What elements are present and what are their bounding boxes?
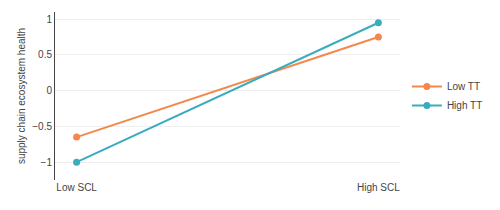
svg-text:−0.5: −0.5 (32, 121, 52, 132)
svg-text:0.5: 0.5 (38, 49, 52, 60)
svg-text:High TT: High TT (447, 100, 482, 111)
svg-text:Low SCL: Low SCL (56, 182, 97, 193)
svg-text:−1: −1 (41, 157, 53, 168)
svg-text:1: 1 (46, 14, 52, 25)
svg-text:supply chain ecosystem health: supply chain ecosystem health (16, 28, 27, 164)
svg-text:Low TT: Low TT (447, 81, 480, 92)
svg-text:0: 0 (46, 85, 52, 96)
svg-text:High SCL: High SCL (357, 182, 400, 193)
